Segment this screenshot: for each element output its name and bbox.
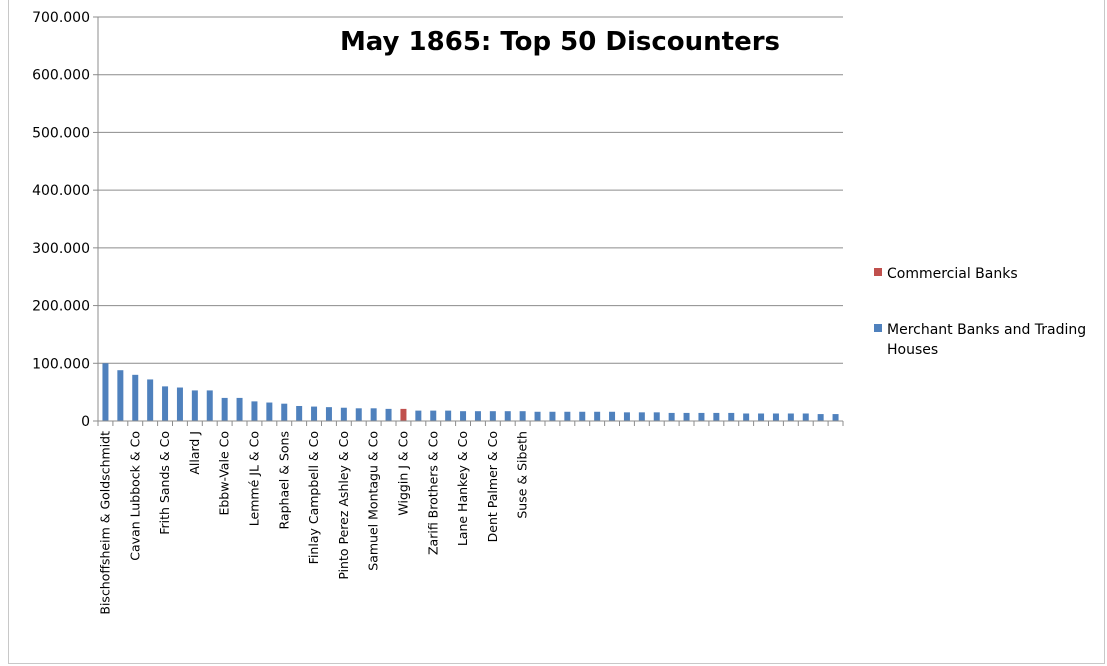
bar	[102, 363, 109, 421]
bar	[340, 407, 347, 421]
legend: Commercial Banks Merchant Banks and Trad…	[874, 266, 1091, 358]
bar	[132, 374, 139, 421]
x-tick-label: Bischoffsheim & Goldschmidt	[97, 431, 112, 615]
bar	[728, 412, 735, 421]
legend-label-commercial-banks: Commercial Banks	[887, 266, 1018, 282]
bar	[385, 408, 392, 421]
bar	[266, 402, 273, 421]
bar	[117, 370, 124, 421]
bar	[474, 411, 481, 421]
bar	[519, 411, 526, 421]
x-tick-label: Lane Hankey & Co	[455, 431, 470, 546]
bar	[772, 413, 779, 421]
legend-swatch-commercial-banks	[874, 268, 882, 276]
y-tick-label: 200.000	[32, 299, 90, 315]
bar	[370, 408, 377, 421]
x-tick-label: Pinto Perez Ashley & Co	[336, 431, 351, 580]
bar	[743, 413, 750, 421]
y-axis-ticks: 0 100.000 200.000 300.000 400.000 500.000 600.…	[32, 10, 98, 430]
bar	[415, 410, 422, 421]
bar	[832, 414, 839, 421]
bar	[311, 406, 318, 421]
bar	[445, 410, 452, 421]
chart-frame	[8, 0, 1105, 664]
x-axis-ticks: Bischoffsheim & Goldschmidt Cavan Lubbock…	[97, 421, 844, 615]
y-tick-label: 300.000	[32, 241, 90, 257]
legend-swatch-merchant-banks	[874, 324, 882, 332]
bar	[623, 412, 630, 421]
bar	[579, 411, 586, 421]
bar	[251, 401, 258, 421]
x-tick-label: Raphael & Sons	[276, 431, 291, 529]
bar	[549, 411, 556, 421]
x-tick-label: Frith Sands & Co	[157, 431, 172, 535]
bar	[296, 405, 303, 421]
bar	[668, 412, 675, 421]
x-tick-label: Wiggin J & Co	[395, 431, 410, 516]
y-tick-label: 0	[81, 414, 90, 430]
bar	[281, 403, 288, 421]
bar	[504, 411, 511, 421]
bar	[609, 411, 616, 421]
bar	[594, 411, 601, 421]
chart-title: May 1865: Top 50 Discounters	[340, 27, 780, 57]
bars	[102, 363, 839, 421]
bar	[698, 412, 705, 421]
y-tick-label: 700.000	[32, 10, 90, 26]
bar	[191, 390, 198, 421]
bar	[787, 413, 794, 421]
bar	[713, 412, 720, 421]
bar	[564, 411, 571, 421]
y-tick-label: 600.000	[32, 68, 90, 84]
x-tick-label: Allard J	[187, 431, 202, 475]
bar	[162, 386, 169, 421]
bar	[817, 414, 824, 421]
bar	[325, 407, 332, 421]
x-tick-label: Finlay Campbell & Co	[306, 431, 321, 564]
bar	[653, 412, 660, 421]
x-tick-label: Lemmé JL & Co	[246, 431, 261, 526]
x-tick-label: Ebbw-Vale Co	[217, 431, 232, 516]
x-tick-label: Samuel Montagu & Co	[366, 431, 381, 571]
bar	[236, 397, 243, 421]
bar	[489, 411, 496, 421]
bar	[147, 379, 154, 421]
y-tick-label: 100.000	[32, 356, 90, 372]
bar	[460, 411, 467, 421]
bar	[355, 408, 362, 421]
bar	[400, 408, 407, 421]
bar	[206, 390, 213, 421]
axes	[97, 17, 843, 422]
bar	[430, 410, 437, 421]
x-tick-label: Suse & Sibeth	[515, 431, 530, 519]
x-tick-label: Dent Palmer & Co	[485, 431, 500, 542]
bar	[221, 397, 228, 421]
bar	[534, 411, 541, 421]
x-tick-label: Zarifi Brothers & Co	[425, 431, 440, 555]
y-tick-label: 400.000	[32, 183, 90, 199]
bar	[638, 412, 645, 421]
y-tick-label: 500.000	[32, 125, 90, 141]
bar	[758, 413, 765, 421]
legend-label-merchant-banks: Merchant Banks and Trading Houses	[887, 322, 1091, 358]
bar	[683, 412, 690, 421]
x-tick-label: Cavan Lubbock & Co	[127, 431, 142, 561]
gridlines	[98, 16, 843, 364]
bar	[176, 387, 183, 421]
bar	[802, 413, 809, 421]
